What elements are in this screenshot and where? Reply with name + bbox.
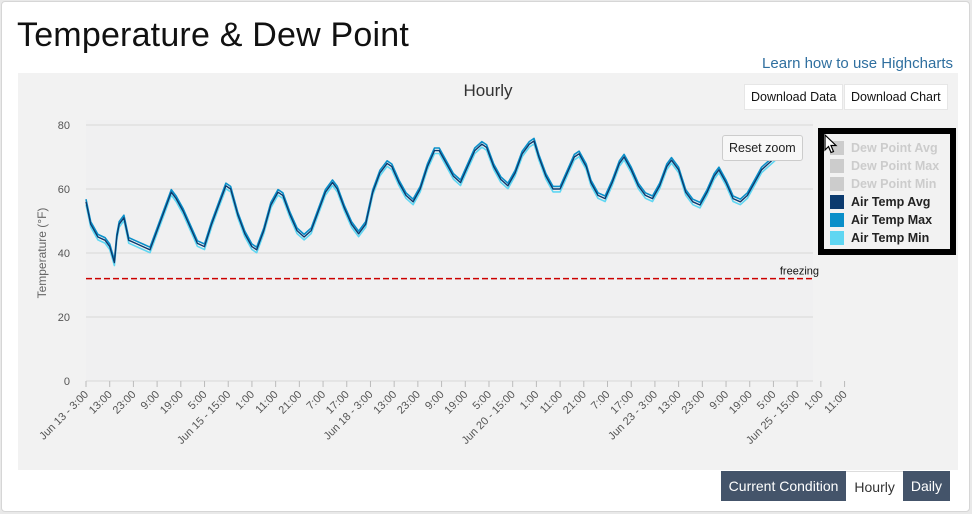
- x-tick-label: 23:00: [395, 389, 423, 417]
- chart-legend: Dew Point Avg Dew Point Max Dew Point Mi…: [818, 128, 956, 255]
- reset-zoom-button[interactable]: Reset zoom: [722, 135, 803, 161]
- legend-swatch: [830, 195, 844, 209]
- legend-item-dew-point-min[interactable]: Dew Point Min: [830, 175, 950, 193]
- x-tick-label: 23:00: [679, 389, 707, 417]
- x-tick-label: 11:00: [822, 389, 849, 416]
- x-tick-label: 13:00: [87, 389, 115, 417]
- tab-hourly[interactable]: Hourly: [846, 471, 903, 501]
- legend-swatch: [830, 177, 844, 191]
- freezing-label: freezing: [780, 266, 819, 278]
- mouse-pointer-icon: [824, 134, 838, 154]
- legend-label: Dew Point Avg: [851, 141, 938, 155]
- page-title: Temperature & Dew Point: [17, 16, 409, 54]
- x-tick-label: 11:00: [538, 389, 565, 416]
- legend-label: Air Temp Avg: [851, 195, 931, 209]
- y-tick-label: 80: [58, 120, 70, 132]
- x-tick-label: 23:00: [111, 389, 139, 417]
- series-air-temp-max: [85, 137, 781, 261]
- x-tick-label: 19:00: [158, 389, 186, 417]
- tab-daily[interactable]: Daily: [902, 471, 950, 501]
- download-data-button[interactable]: Download Data: [744, 84, 844, 110]
- legend-swatch: [830, 213, 844, 227]
- chart-title: Hourly: [463, 81, 513, 100]
- x-tick-label: 19:00: [727, 389, 755, 417]
- x-tick-label: 21:00: [561, 389, 589, 417]
- y-tick-label: 40: [58, 248, 70, 260]
- legend-swatch: [830, 159, 844, 173]
- plot-background: [86, 120, 813, 381]
- y-tick-label: 20: [58, 312, 70, 324]
- legend-item-dew-point-avg[interactable]: Dew Point Avg: [830, 139, 950, 157]
- view-tabs: Current Condition Hourly Daily: [720, 471, 950, 501]
- legend-label: Dew Point Min: [851, 177, 937, 191]
- x-tick-label: 21:00: [277, 389, 305, 417]
- y-axis-title: Temperature (°F): [35, 208, 49, 299]
- download-chart-button[interactable]: Download Chart: [844, 84, 948, 110]
- x-tick-label: 19:00: [442, 389, 470, 417]
- legend-label: Air Temp Min: [851, 231, 930, 245]
- legend-swatch: [830, 231, 844, 245]
- chart-area[interactable]: 0 20 40 60 80 Jun 13 - 3:00 13:00 23:00 9:00 19:0…: [18, 73, 958, 470]
- legend-label: Dew Point Max: [851, 159, 940, 173]
- x-tick-label: 13:00: [371, 389, 399, 417]
- tab-current-condition[interactable]: Current Condition: [720, 471, 847, 501]
- x-tick-label: 13:00: [656, 389, 684, 417]
- y-tick-label: 60: [58, 184, 70, 196]
- series-air-temp-min: [85, 143, 781, 267]
- legend-item-air-temp-avg[interactable]: Air Temp Avg: [830, 193, 950, 211]
- legend-item-dew-point-max[interactable]: Dew Point Max: [830, 157, 950, 175]
- x-tick-label: 11:00: [253, 389, 280, 416]
- legend-item-air-temp-max[interactable]: Air Temp Max: [830, 211, 950, 229]
- x-tick-label: Jun 13 - 3:00: [37, 389, 91, 443]
- y-tick-label: 0: [64, 376, 70, 388]
- learn-highcharts-link[interactable]: Learn how to use Highcharts: [762, 55, 953, 72]
- legend-item-air-temp-min[interactable]: Air Temp Min: [830, 229, 950, 247]
- legend-label: Air Temp Max: [851, 213, 933, 227]
- series-air-temp-avg: [85, 140, 781, 264]
